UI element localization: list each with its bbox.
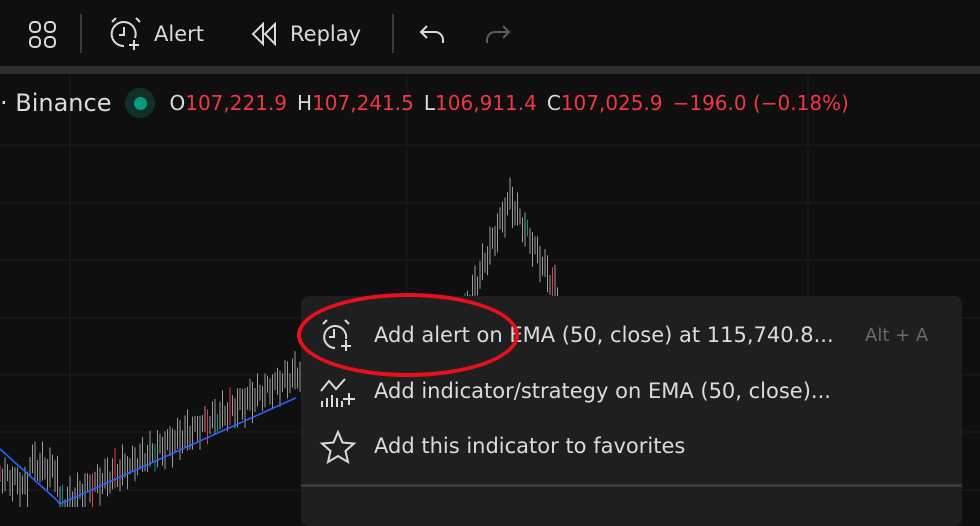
market-open-dot [133, 96, 147, 110]
exchange-label[interactable]: · Binance [0, 89, 112, 117]
alarm-add-icon [110, 17, 141, 50]
menu-divider [301, 484, 962, 487]
redo-button[interactable] [484, 14, 512, 54]
replay-button[interactable]: Replay [250, 14, 361, 54]
redo-icon [486, 25, 511, 43]
layouts-button[interactable] [28, 14, 60, 54]
low-value: 106,911.4 [435, 91, 537, 115]
replay-icon [251, 21, 276, 47]
menu-item-label: Add this indicator to favorites [374, 434, 686, 458]
menu-item-add-alert[interactable]: Add alert on EMA (50, close) at 115,740.… [301, 308, 962, 362]
close-value: 107,025.9 [560, 91, 663, 115]
undo-button[interactable] [418, 14, 446, 54]
grid-2x2-icon [29, 21, 56, 48]
replay-label: Replay [290, 22, 362, 46]
menu-item-add-favorite[interactable]: Add this indicator to favorites [301, 419, 962, 473]
top-toolbar: Alert Replay [0, 0, 980, 66]
alert-label: Alert [154, 22, 204, 46]
toolbar-chart-divider [0, 66, 980, 74]
symbol-legend: · Binance O 107,221.9 H 107,241.5 L 106,911… [0, 86, 859, 120]
alert-button[interactable]: Alert [108, 14, 204, 54]
star-icon [319, 430, 357, 464]
undo-icon [419, 25, 444, 43]
high-value: 107,241.5 [312, 91, 414, 115]
high-key: H [297, 91, 313, 115]
shortcut-hint: Alt + A [865, 324, 929, 346]
market-status-badge[interactable] [125, 88, 156, 118]
toolbar-divider [392, 14, 394, 53]
toolbar-divider [80, 14, 82, 53]
open-key: O [169, 91, 186, 115]
context-menu: Add alert on EMA (50, close) at 115,740.… [301, 296, 962, 526]
open-value: 107,221.9 [185, 91, 288, 115]
menu-item-label: Add indicator/strategy on EMA (50, close… [374, 379, 831, 403]
indicator-add-icon [320, 378, 355, 407]
ema-line [0, 397, 297, 505]
alarm-add-icon [322, 319, 351, 351]
change-value: −196.0 (−0.18%) [672, 91, 849, 115]
menu-item-label: Add alert on EMA (50, close) at 115,740.… [374, 323, 834, 347]
close-key: C [546, 91, 561, 115]
menu-item-add-indicator[interactable]: Add indicator/strategy on EMA (50, close… [301, 364, 962, 418]
low-key: L [423, 91, 436, 115]
